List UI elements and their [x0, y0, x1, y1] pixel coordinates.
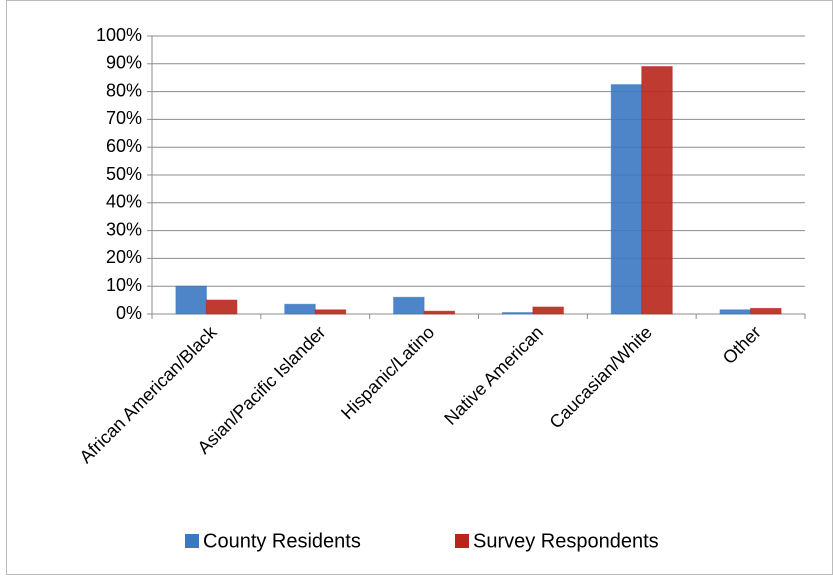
- y-tick-label: 80%: [106, 80, 142, 100]
- bar: [284, 303, 316, 315]
- legend-swatch: [185, 534, 199, 548]
- y-tick-label: 70%: [106, 108, 142, 128]
- y-tick-label: 0%: [116, 303, 142, 323]
- bar: [393, 296, 425, 315]
- y-tick-label: 50%: [106, 164, 142, 184]
- bar: [719, 309, 752, 315]
- chart-frame: [6, 0, 833, 575]
- legend-label: County Residents: [203, 530, 361, 552]
- bar: [610, 84, 643, 315]
- y-tick-label: 40%: [106, 192, 142, 212]
- legend-label: Survey Respondents: [473, 530, 659, 552]
- y-tick-label: 100%: [96, 25, 142, 45]
- y-tick-label: 90%: [106, 53, 142, 73]
- bar: [175, 285, 207, 315]
- y-tick-label: 20%: [106, 247, 142, 267]
- bar: [423, 310, 456, 315]
- y-tick-label: 30%: [106, 219, 142, 239]
- bar: [205, 299, 238, 315]
- y-tick-label: 10%: [106, 275, 142, 295]
- bar: [501, 312, 534, 315]
- bar: [532, 306, 564, 315]
- bar: [750, 307, 782, 315]
- bar: [314, 309, 347, 315]
- bar: [641, 66, 673, 315]
- legend-swatch: [455, 534, 469, 548]
- y-tick-label: 60%: [106, 136, 142, 156]
